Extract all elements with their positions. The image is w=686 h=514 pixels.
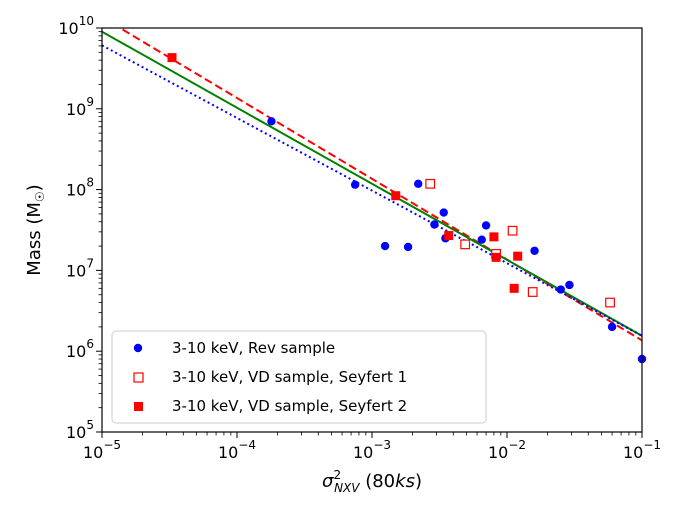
data-point-s2-1 bbox=[391, 191, 401, 201]
plot-frame bbox=[101, 27, 643, 433]
legend-label-vd-seyfert2: 3-10 keV, VD sample, Seyfert 2 bbox=[172, 397, 407, 415]
data-point-s2-5 bbox=[509, 283, 519, 293]
data-point-s0-0 bbox=[267, 117, 276, 126]
y-tick-label: 105 bbox=[66, 418, 94, 442]
x-tick-label: 10−3 bbox=[353, 438, 391, 462]
data-point-s2-2 bbox=[444, 231, 454, 241]
data-points bbox=[167, 53, 647, 364]
x-axis-label-sub: NXV bbox=[334, 481, 360, 495]
legend-label-vd-seyfert1: 3-10 keV, VD sample, Seyfert 1 bbox=[172, 368, 407, 386]
data-point-s1-0 bbox=[425, 178, 436, 189]
y-tick-label: 109 bbox=[66, 95, 94, 119]
data-point-s1-4 bbox=[527, 287, 538, 297]
y-axis-label: Mass (M☉) bbox=[24, 184, 47, 275]
legend: 3-10 keV, Rev sample 3-10 keV, VD sample… bbox=[111, 330, 487, 424]
legend-label-rev: 3-10 keV, Rev sample bbox=[172, 339, 335, 357]
fit-line-dashed bbox=[118, 28, 642, 342]
data-point-s2-0 bbox=[167, 53, 177, 63]
x-tick-label: 10−4 bbox=[218, 438, 256, 462]
x-tick-label: 10−2 bbox=[488, 438, 526, 462]
data-point-s0-1 bbox=[350, 180, 360, 189]
axis-ticks: 10−5 10−4 10−3 10−2 10−1 105 106 107 108 109 1010 bbox=[58, 14, 661, 462]
x-tick-label: 10−1 bbox=[623, 438, 661, 462]
y-tick-label: 108 bbox=[66, 176, 94, 200]
data-point-s0-13 bbox=[607, 322, 617, 332]
y-axis-label-sub: ☉ bbox=[33, 191, 47, 202]
data-point-s0-6 bbox=[439, 208, 448, 217]
y-tick-label: 107 bbox=[66, 256, 94, 280]
fit-line-dotted bbox=[102, 44, 642, 337]
data-point-s2-3 bbox=[489, 232, 499, 242]
data-point-s0-9 bbox=[481, 221, 491, 230]
data-point-s0-5 bbox=[430, 220, 439, 229]
y-tick-label: 106 bbox=[66, 337, 94, 361]
data-point-s0-11 bbox=[556, 285, 565, 294]
legend-marker-rev bbox=[133, 343, 143, 353]
data-point-s0-3 bbox=[403, 242, 413, 252]
data-point-s0-8 bbox=[477, 235, 486, 244]
fit-line-solid bbox=[102, 30, 642, 337]
data-point-s1-1 bbox=[460, 239, 471, 250]
data-point-s1-5 bbox=[605, 297, 615, 308]
data-point-s2-4 bbox=[491, 252, 501, 262]
x-axis-label: σ2 NXV (80ks) bbox=[322, 468, 422, 495]
legend-marker-vd-seyfert2 bbox=[134, 402, 143, 411]
legend-box bbox=[111, 330, 487, 424]
data-point-s1-3 bbox=[507, 225, 518, 236]
data-point-s0-12 bbox=[565, 280, 574, 290]
data-point-s2-6 bbox=[513, 251, 523, 261]
data-point-s0-2 bbox=[380, 241, 390, 251]
x-axis-label-sup: 2 bbox=[333, 468, 341, 482]
x-tick-label: 10−5 bbox=[83, 438, 121, 462]
data-point-s0-10 bbox=[530, 246, 539, 255]
fit-lines bbox=[102, 28, 642, 342]
y-tick-label: 1010 bbox=[58, 14, 94, 38]
legend-marker-vd-seyfert1 bbox=[133, 372, 144, 383]
data-point-s0-4 bbox=[414, 179, 423, 188]
